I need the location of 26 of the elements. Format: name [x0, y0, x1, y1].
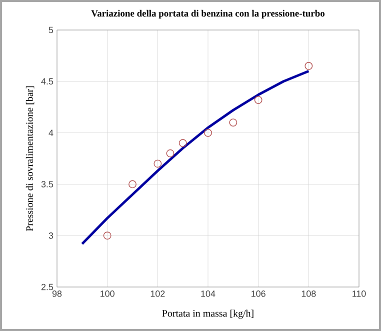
line-series: [80, 70, 310, 246]
y-tick-label: 2.5: [41, 284, 54, 290]
x-tick-label: 98: [52, 290, 62, 297]
x-tick-label: 102: [150, 290, 165, 297]
x-tick-label: 110: [352, 290, 366, 297]
y-axis-title: Pressione di sovralimentazione [bar]: [26, 86, 34, 232]
chart-title: Variazione della portata di benzina con la pressione-turbo: [91, 10, 325, 19]
x-tick-label: 108: [302, 290, 316, 297]
y-tick-label: 5: [48, 26, 54, 34]
x-tick-label: 104: [201, 290, 216, 297]
point: [304, 62, 313, 70]
y-tick-label: 4.5: [41, 78, 54, 85]
x-axis-title: Portata in massa [kg/h]: [162, 310, 254, 319]
point: [204, 128, 212, 137]
point: [254, 96, 262, 104]
x-tick-label: 106: [252, 290, 266, 297]
y-tick-label: 3.5: [41, 181, 54, 188]
point: [154, 160, 162, 168]
point: [229, 118, 238, 126]
y-tick-label: 4: [48, 130, 54, 136]
point: [178, 139, 187, 148]
point: [128, 180, 136, 188]
point: [103, 232, 112, 240]
x-tick-label: 100: [100, 290, 114, 297]
y-tick-label: 3: [48, 232, 54, 239]
point: [166, 149, 174, 158]
